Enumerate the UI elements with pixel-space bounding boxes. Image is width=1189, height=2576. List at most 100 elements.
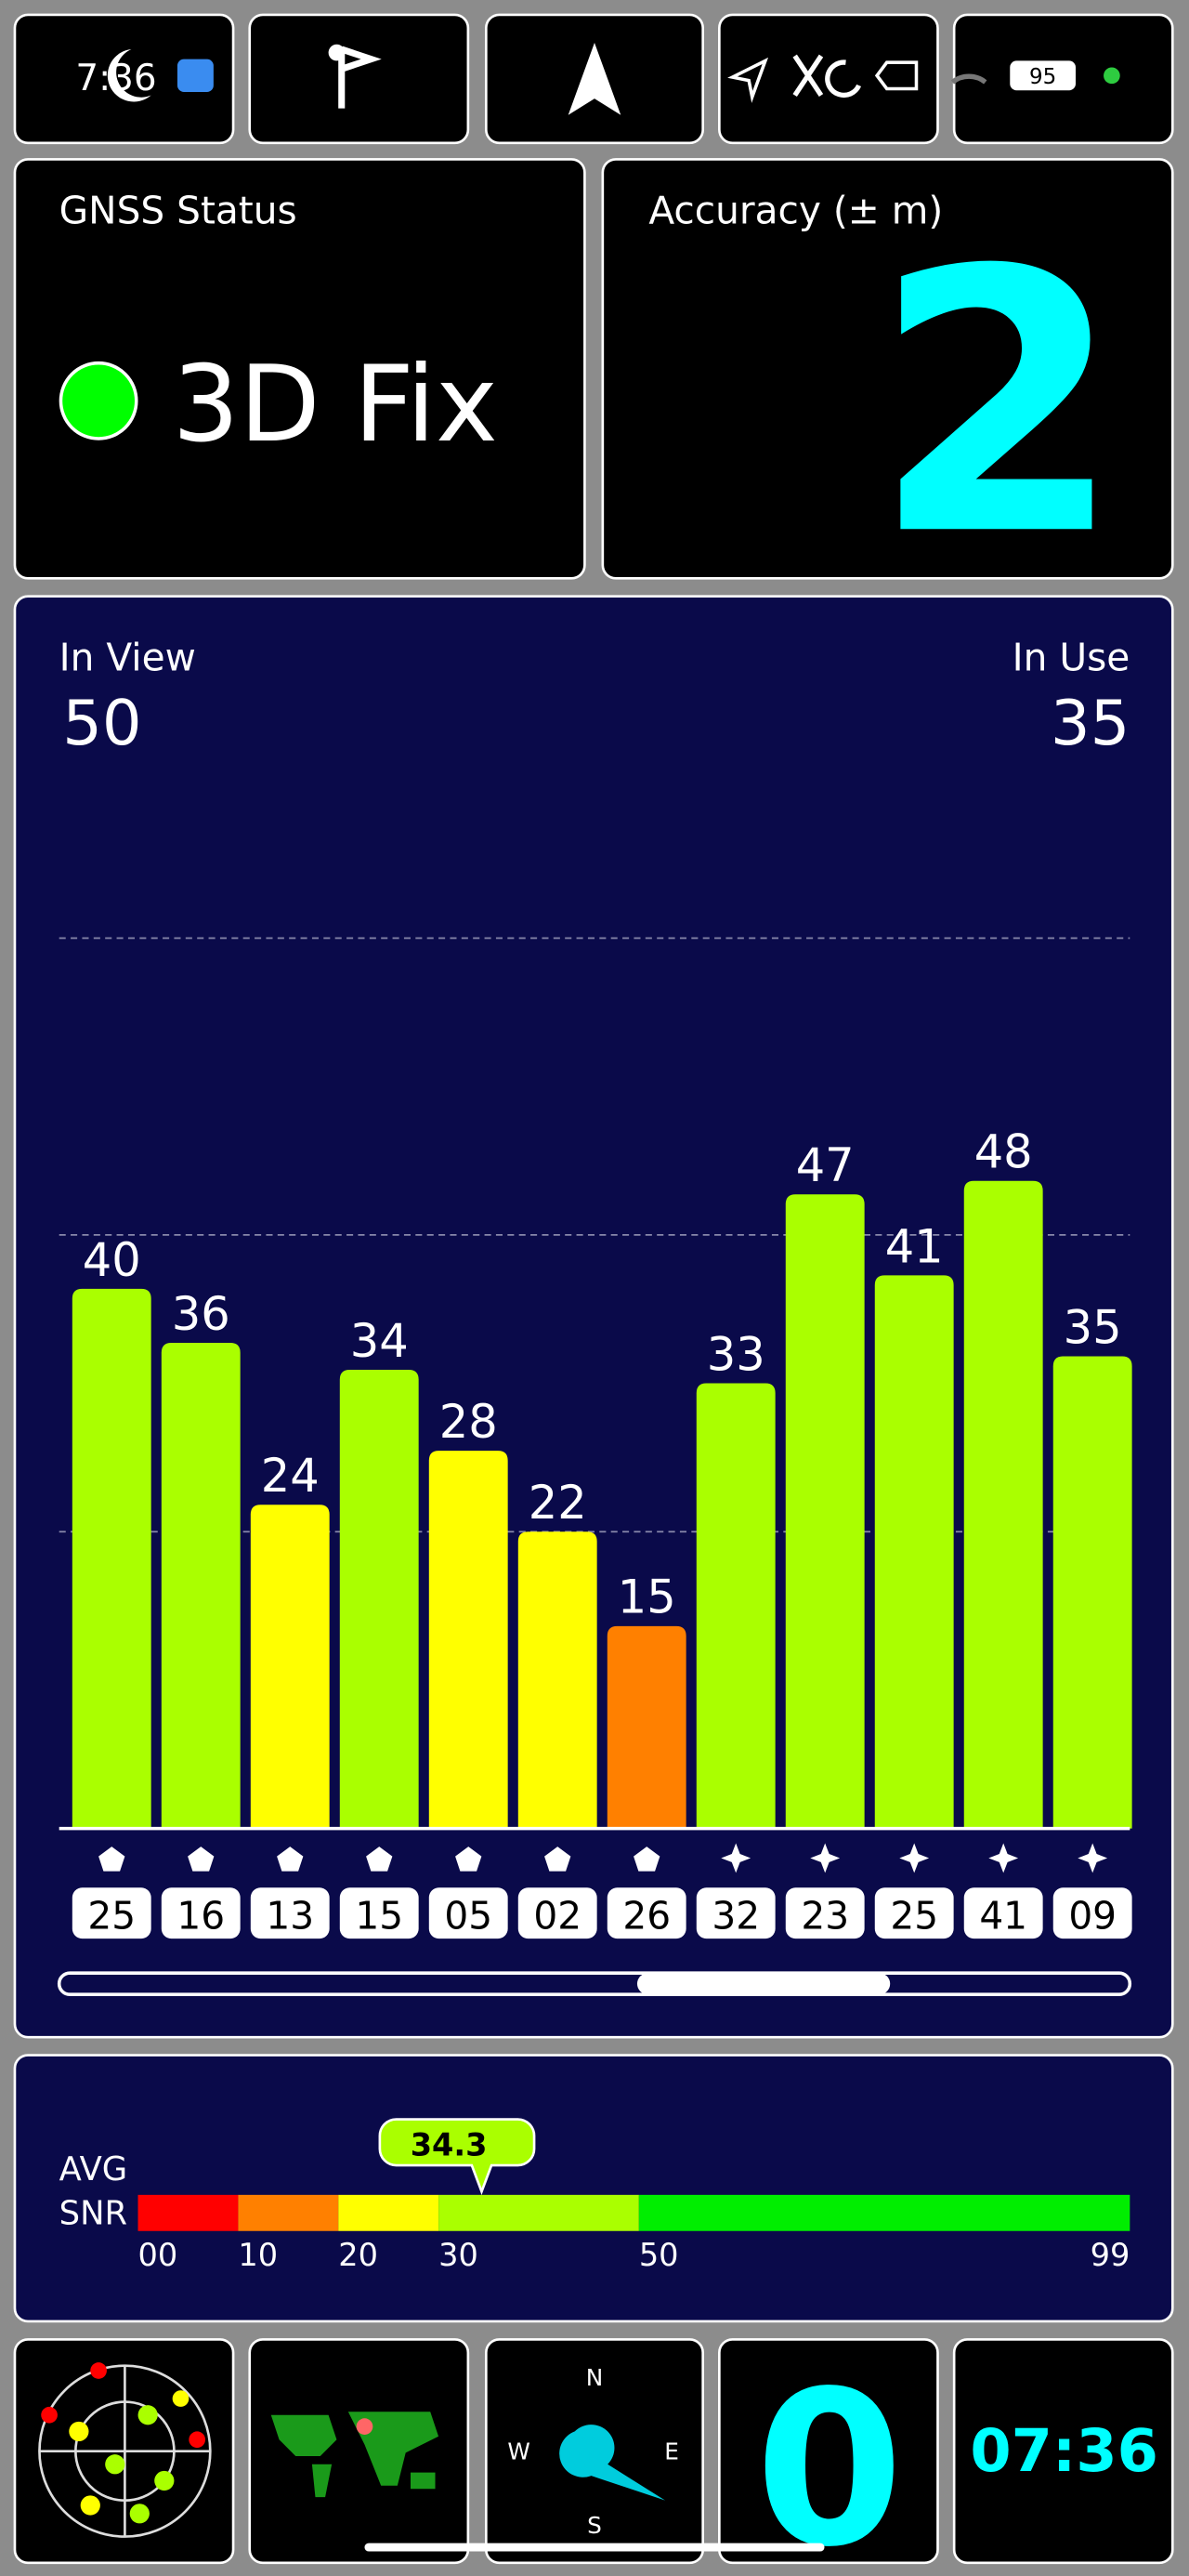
battery-icon: [1010, 60, 1076, 91]
bar: [963, 1180, 1043, 1829]
satellite-id: 26: [622, 1893, 671, 1938]
satellite-id: 25: [890, 1893, 938, 1938]
satellite-id-box: [1052, 1887, 1132, 1939]
bar: [1052, 1356, 1132, 1829]
bar-value-label: 40: [83, 1233, 141, 1287]
satellite-id: 09: [1068, 1893, 1117, 1938]
snr-tick-label: 00: [138, 2237, 178, 2273]
constellation-icon: [544, 1847, 571, 1872]
compass-needle: [559, 2425, 666, 2501]
compass-w: W: [507, 2438, 529, 2464]
bar: [785, 1194, 865, 1829]
snr-tick-label: 30: [438, 2237, 478, 2273]
compass-s: S: [587, 2512, 602, 2539]
speed-value: 0: [755, 2346, 904, 2576]
bar-value-label: 33: [707, 1327, 765, 1381]
bar-value-label: 22: [529, 1476, 587, 1530]
scroll-thumb[interactable]: [636, 1973, 891, 1995]
tile[interactable]: [248, 13, 470, 145]
constellation-icon: [1078, 1843, 1108, 1873]
bar: [607, 1625, 686, 1829]
satellite-id: 32: [712, 1893, 760, 1938]
location-icon: [727, 57, 769, 103]
snr-tick-label: 99: [1091, 2237, 1130, 2273]
satellite-id: 25: [87, 1893, 136, 1938]
bar: [428, 1451, 508, 1829]
bar-value-label: 24: [261, 1449, 320, 1503]
gnss-title: GNSS Status: [59, 188, 297, 232]
gnss-value: 3D Fix: [173, 343, 498, 466]
clock-tile[interactable]: [952, 2338, 1174, 2565]
compass-e: E: [664, 2438, 679, 2464]
scrollbar[interactable]: [57, 1971, 1132, 1996]
world-map-icon: [270, 2412, 439, 2498]
satellite-id-box: [161, 1887, 241, 1939]
satellite-id-box: [785, 1887, 865, 1939]
close-icon: [874, 60, 919, 91]
in-view-label: In View: [59, 635, 196, 679]
snr-average-value: 34.3: [411, 2126, 488, 2162]
speed-tile[interactable]: [718, 2338, 939, 2565]
constellation-icon: [899, 1843, 930, 1873]
bar-value-label: 47: [796, 1138, 855, 1192]
satellite-id: 05: [444, 1893, 492, 1938]
wifi-icon: [950, 73, 987, 85]
snr-segment: [338, 2194, 439, 2231]
satellite-id-box: [339, 1887, 419, 1939]
snr-label: SNR: [59, 2195, 127, 2233]
snr-tick-label: 50: [639, 2237, 679, 2273]
bar-value-label: 36: [172, 1287, 230, 1341]
satellite-id: 15: [355, 1893, 403, 1938]
bar-value-label: 41: [885, 1219, 944, 1273]
satellite-id-box: [250, 1887, 330, 1939]
snr-segment: [438, 2194, 639, 2231]
bar: [72, 1288, 151, 1829]
constellation-icon: [188, 1847, 215, 1872]
bar: [517, 1531, 597, 1829]
gesture-bar[interactable]: [364, 2543, 825, 2552]
satellite-id: 02: [533, 1893, 581, 1938]
constellation-icon: [810, 1843, 841, 1873]
constellation-icon: [98, 1847, 125, 1872]
battery-level: 95: [1029, 65, 1056, 89]
in-use-value: 35: [1051, 687, 1130, 759]
satellite-id-box: [874, 1887, 954, 1939]
tile: [13, 13, 235, 145]
constellation-icon: [634, 1847, 660, 1872]
snr-tick-label: 20: [338, 2237, 378, 2273]
satellite-id: 23: [801, 1893, 849, 1938]
constellation-icon: [721, 1843, 751, 1873]
gnss-tile: [13, 158, 586, 580]
fix-indicator: [59, 361, 138, 440]
bar: [696, 1383, 776, 1829]
bar-value-label: 48: [974, 1125, 1033, 1179]
constellation-icon: [277, 1847, 304, 1872]
snr-label: AVG: [59, 2150, 127, 2188]
satellite-id-box: [428, 1887, 508, 1939]
bar-value-label: 35: [1064, 1300, 1122, 1354]
clock-value: 07:36: [970, 2417, 1158, 2486]
satellite-id-box: [696, 1887, 776, 1939]
navigation-icon: [568, 42, 621, 115]
bar-value-label: 34: [350, 1314, 409, 1368]
satellite-id-box: [607, 1887, 686, 1939]
satellite-id-box: [72, 1887, 151, 1939]
accuracy-tile: [601, 158, 1174, 580]
signal-chart: 40 36 24 34 28 22 15 33 47 41 48 35 25 16 13 15 05 02 26 32…: [59, 937, 1132, 1939]
in-view-value: 50: [62, 687, 141, 759]
map-tile[interactable]: [248, 2338, 470, 2565]
snr-average-marker: [378, 2118, 536, 2196]
snr-scale: 00 10 20 30 50 99 34.3: [137, 2118, 1130, 2273]
satellite-id-box: [517, 1887, 597, 1939]
moon-icon: [107, 49, 151, 102]
satellite-id-box: [963, 1887, 1043, 1939]
bar: [161, 1342, 241, 1829]
accuracy-value: 2: [872, 193, 1124, 614]
satellite-id: 13: [266, 1893, 314, 1938]
explorer-icon: [328, 44, 346, 61]
bar-value-label: 28: [439, 1395, 498, 1449]
snr-panel: [13, 2054, 1174, 2323]
bar: [250, 1505, 330, 1829]
constellation-icon: [366, 1847, 393, 1872]
